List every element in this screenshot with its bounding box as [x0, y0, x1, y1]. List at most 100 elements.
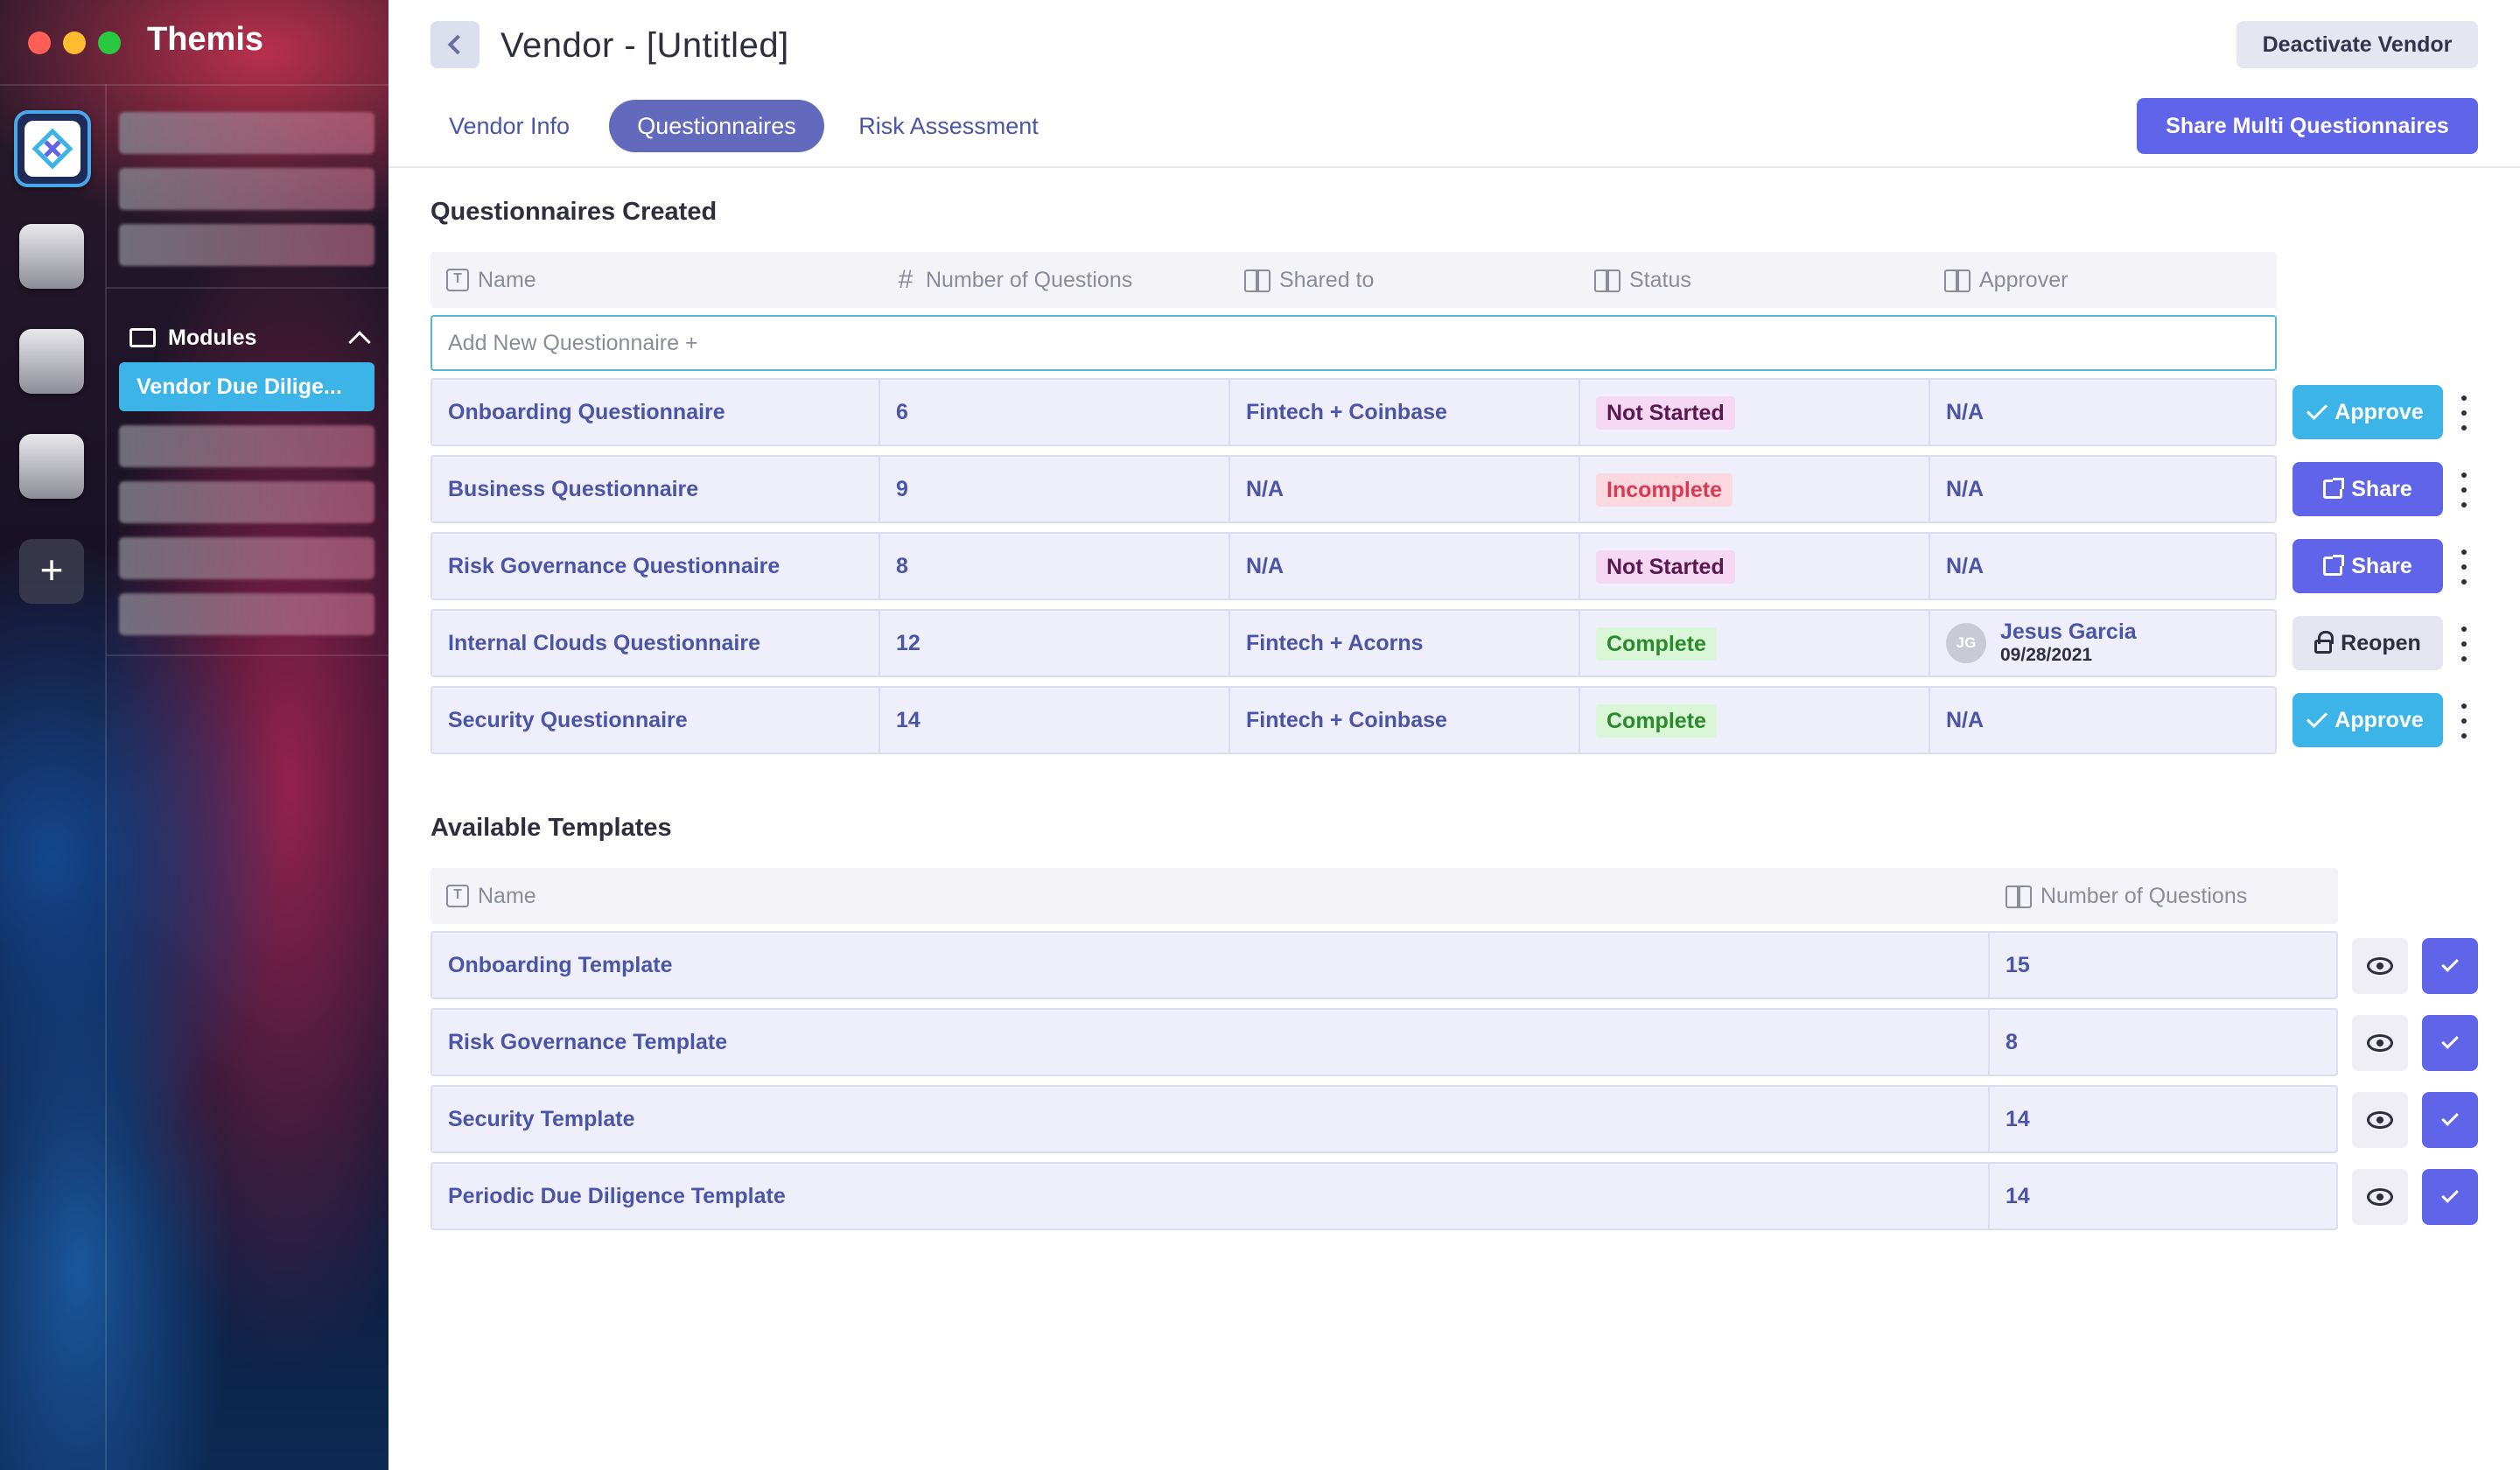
chevron-up-icon[interactable] — [348, 331, 371, 354]
table-row[interactable]: Business Questionnaire 9 N/A Incomplete … — [430, 455, 2277, 523]
preview-template-button[interactable] — [2352, 1169, 2408, 1225]
column-header-name[interactable]: T Name — [446, 868, 536, 924]
table-row[interactable]: Onboarding Template 15 — [430, 931, 2338, 999]
divider — [1988, 1087, 1990, 1152]
template-question-count: 14 — [2006, 1184, 2030, 1208]
modules-label: Modules — [168, 325, 257, 350]
template-question-count: 15 — [2006, 953, 2030, 977]
preview-template-button[interactable] — [2352, 1015, 2408, 1071]
divider — [0, 84, 388, 86]
text-type-icon: T — [446, 269, 469, 291]
window-close-button[interactable] — [28, 32, 51, 54]
column-header-approver[interactable]: Approver — [1944, 252, 2068, 308]
divider — [107, 654, 388, 656]
sidebar-item-blurred[interactable] — [119, 481, 374, 523]
more-options-icon[interactable] — [2459, 626, 2469, 662]
workspace-button[interactable] — [19, 224, 84, 289]
template-name[interactable]: Risk Governance Template — [448, 1030, 728, 1054]
select-template-button[interactable] — [2422, 1092, 2478, 1148]
questionnaire-name[interactable]: Security Questionnaire — [448, 708, 688, 732]
table-row[interactable]: Security Questionnaire 14 Fintech + Coin… — [430, 686, 2277, 754]
divider — [388, 166, 2520, 168]
tab-risk-assessment[interactable]: Risk Assessment — [858, 113, 1039, 139]
table-row[interactable]: Risk Governance Template 8 — [430, 1008, 2338, 1076]
sidebar-item-blurred[interactable] — [119, 112, 374, 154]
divider — [878, 380, 880, 444]
share-icon — [2323, 555, 2345, 576]
add-workspace-button[interactable]: + — [19, 539, 84, 604]
share-icon — [2323, 478, 2345, 499]
sidebar-item-blurred[interactable] — [119, 224, 374, 266]
reopen-button[interactable]: Reopen — [2292, 616, 2443, 670]
themis-logo-icon — [24, 121, 80, 177]
more-options-icon[interactable] — [2459, 472, 2469, 508]
share-multi-questionnaires-button[interactable]: Share Multi Questionnaires — [2137, 98, 2478, 154]
template-name[interactable]: Security Template — [448, 1107, 635, 1131]
questionnaire-approver: JG Jesus Garcia 09/28/2021 — [1946, 611, 2137, 676]
divider — [1988, 933, 1990, 998]
table-row[interactable]: Onboarding Questionnaire 6 Fintech + Coi… — [430, 378, 2277, 446]
eye-icon — [2367, 1034, 2393, 1052]
questionnaire-name[interactable]: Business Questionnaire — [448, 477, 699, 501]
column-header-name[interactable]: T Name — [446, 252, 536, 308]
table-row[interactable]: Risk Governance Questionnaire 8 N/A Not … — [430, 532, 2277, 600]
tab-vendor-info[interactable]: Vendor Info — [448, 113, 570, 139]
sidebar-item-blurred[interactable] — [119, 425, 374, 467]
eye-icon — [2367, 1111, 2393, 1129]
more-options-icon[interactable] — [2459, 396, 2469, 430]
check-icon — [2441, 1186, 2459, 1203]
approve-button[interactable]: Approve — [2292, 385, 2443, 439]
window-minimize-button[interactable] — [63, 32, 86, 54]
questionnaire-question-count: 14 — [896, 708, 920, 732]
questionnaire-name[interactable]: Risk Governance Questionnaire — [448, 554, 780, 578]
sidebar-item-blurred[interactable] — [119, 537, 374, 579]
workspace-button[interactable] — [19, 434, 84, 499]
back-button[interactable] — [430, 21, 480, 68]
column-header-questions[interactable]: # Number of Questions — [894, 252, 1133, 308]
tab-questionnaires[interactable]: Questionnaires — [609, 100, 824, 152]
table-row[interactable]: Security Template 14 — [430, 1085, 2338, 1153]
folder-icon — [130, 328, 156, 347]
approve-button[interactable]: Approve — [2292, 693, 2443, 747]
deactivate-vendor-button[interactable]: Deactivate Vendor — [2236, 21, 2478, 68]
workspace-button[interactable] — [19, 329, 84, 394]
window-maximize-button[interactable] — [98, 32, 121, 54]
share-button[interactable]: Share — [2292, 539, 2443, 593]
share-button[interactable]: Share — [2292, 462, 2443, 516]
divider — [1988, 1010, 1990, 1074]
modules-section-header[interactable]: Modules — [130, 320, 371, 355]
workspace-themis-button[interactable] — [14, 110, 91, 187]
add-new-questionnaire-input[interactable]: Add New Questionnaire + — [430, 315, 2277, 371]
more-options-icon[interactable] — [2459, 704, 2469, 738]
sidebar-item-blurred[interactable] — [119, 168, 374, 210]
template-name[interactable]: Onboarding Template — [448, 953, 673, 977]
check-icon — [2441, 955, 2459, 972]
sidebar-item-blurred[interactable] — [119, 593, 374, 635]
eye-icon — [2367, 957, 2393, 975]
sidebar-item-vendor-due-diligence[interactable]: Vendor Due Dilige... — [119, 362, 374, 411]
column-header-status[interactable]: Status — [1594, 252, 1691, 308]
select-template-button[interactable] — [2422, 1015, 2478, 1071]
questionnaire-name[interactable]: Internal Clouds Questionnaire — [448, 631, 760, 655]
preview-template-button[interactable] — [2352, 1092, 2408, 1148]
preview-template-button[interactable] — [2352, 938, 2408, 994]
sidebar: Themis + Modules Vendor Due Dilige... — [0, 0, 388, 1470]
divider — [1928, 611, 1930, 676]
questionnaire-name[interactable]: Onboarding Questionnaire — [448, 400, 725, 424]
column-header-questions[interactable]: Number of Questions — [2006, 868, 2247, 924]
select-template-button[interactable] — [2422, 938, 2478, 994]
table-row[interactable]: Internal Clouds Questionnaire 12 Fintech… — [430, 609, 2277, 677]
template-name[interactable]: Periodic Due Diligence Template — [448, 1184, 786, 1208]
lock-icon — [2314, 631, 2334, 654]
divider — [107, 287, 388, 289]
table-row[interactable]: Periodic Due Diligence Template 14 — [430, 1162, 2338, 1230]
divider — [1928, 380, 1930, 444]
divider — [1578, 688, 1580, 752]
more-options-icon[interactable] — [2459, 550, 2469, 584]
divider — [1578, 611, 1580, 676]
divider — [1928, 457, 1930, 522]
column-header-shared-to[interactable]: Shared to — [1244, 252, 1374, 308]
questionnaire-shared-to: Fintech + Coinbase — [1246, 708, 1447, 732]
main-content: Vendor - [Untitled] Deactivate Vendor Ve… — [388, 0, 2520, 1470]
select-template-button[interactable] — [2422, 1169, 2478, 1225]
